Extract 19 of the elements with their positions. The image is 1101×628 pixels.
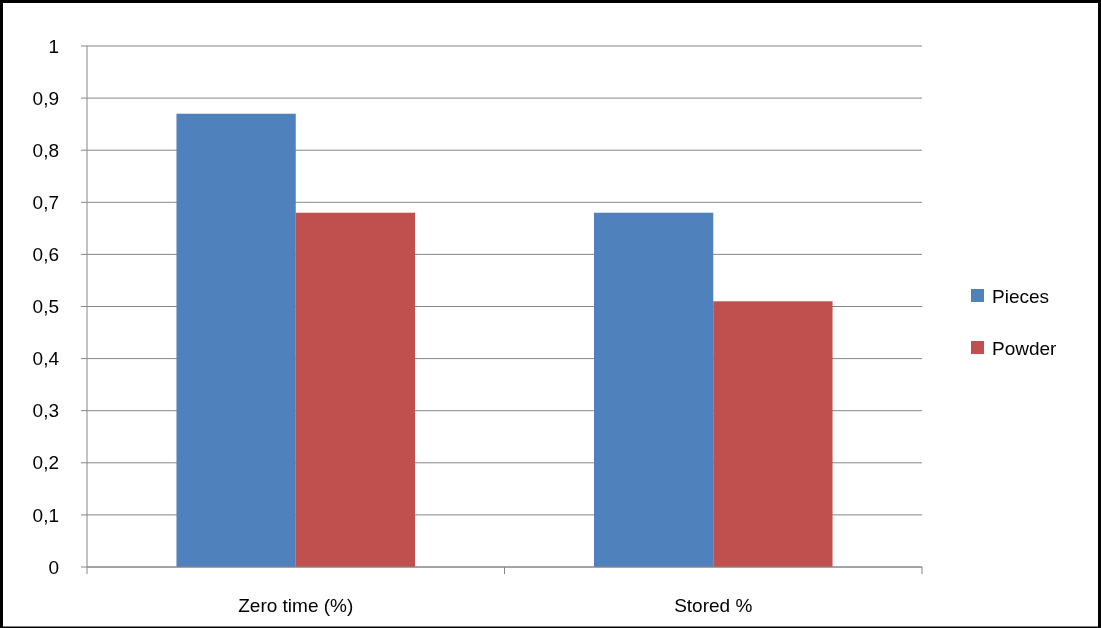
y-tick-label: 0,1 — [32, 504, 59, 526]
legend-label: Powder — [992, 337, 1058, 359]
y-tick-label: 0,4 — [32, 348, 60, 370]
y-tick-label: 0,6 — [32, 244, 59, 266]
y-tick-label: 0,3 — [32, 400, 59, 422]
legend-label: Pieces — [992, 285, 1050, 307]
bar — [176, 113, 296, 567]
y-tick-label: 0 — [48, 556, 59, 578]
y-tick-label: 0,9 — [32, 87, 59, 109]
bar — [713, 301, 833, 567]
y-tick-label: 1 — [48, 35, 59, 57]
y-tick-label: 0,2 — [32, 452, 59, 474]
x-tick-label: Stored % — [674, 595, 753, 616]
bar — [593, 212, 714, 567]
y-tick-label: 0,5 — [32, 296, 59, 318]
bar — [295, 212, 416, 567]
y-tick-label: 0,7 — [32, 191, 59, 213]
y-tick-label: 0,8 — [32, 139, 59, 161]
x-tick-label: Zero time (%) — [238, 595, 354, 616]
